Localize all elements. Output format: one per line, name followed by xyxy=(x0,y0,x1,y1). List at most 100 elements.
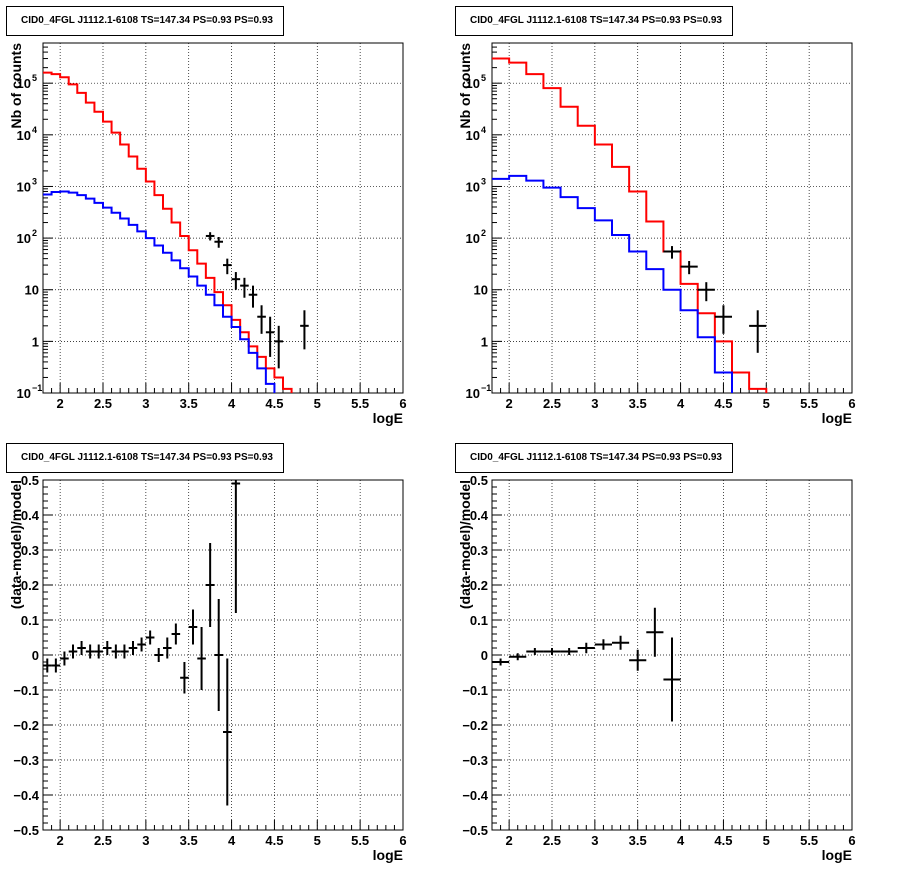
x-tick-label: 4 xyxy=(228,396,236,411)
x-tick-label: 4 xyxy=(677,833,685,848)
x-tick-label: 2.5 xyxy=(94,396,112,411)
panel-title: CID0_4FGL J1112.1-6108 TS=147.34 PS=0.93… xyxy=(6,443,284,473)
y-axis-label: Nb of counts xyxy=(457,43,473,129)
y-tick-label: 0.4 xyxy=(21,508,40,523)
series-step-red xyxy=(43,71,293,393)
panel-title: CID0_4FGL J1112.1-6108 TS=147.34 PS=0.93… xyxy=(455,6,733,36)
y-tick-label-exponent: −1 xyxy=(481,383,491,393)
y-axis-label: (data-model)/model xyxy=(8,480,24,609)
y-axis-label: Nb of counts xyxy=(8,43,24,129)
y-tick-label: 10 xyxy=(466,386,480,401)
y-tick-label: 1 xyxy=(32,334,39,349)
y-tick-label: 0.2 xyxy=(21,578,39,593)
y-tick-label: −0.4 xyxy=(13,788,39,803)
x-axis-label: logE xyxy=(822,410,852,426)
y-tick-label: −0.3 xyxy=(462,753,488,768)
y-tick-label: 0.2 xyxy=(470,578,488,593)
y-tick-label: 10 xyxy=(25,283,39,298)
y-tick-label: 0.5 xyxy=(21,473,39,488)
series-group xyxy=(43,71,309,393)
y-tick-label: 0 xyxy=(481,648,488,663)
y-tick-label: −0.5 xyxy=(462,823,488,838)
y-tick-label: −0.5 xyxy=(13,823,39,838)
x-tick-label: 2 xyxy=(57,833,64,848)
y-tick-label: 10 xyxy=(17,231,31,246)
x-tick-label: 4 xyxy=(677,396,685,411)
panel-residuals-coarse: CID0_4FGL J1112.1-6108 TS=147.34 PS=0.93… xyxy=(449,437,898,875)
y-tick-label: −0.2 xyxy=(462,718,488,733)
x-tick-label: 3.5 xyxy=(629,396,647,411)
y-tick-label: 0.1 xyxy=(470,613,488,628)
y-tick-label: 10 xyxy=(466,76,480,91)
y-tick-label-exponent: 3 xyxy=(481,176,486,186)
x-tick-label: 3 xyxy=(142,396,149,411)
panel-counts-fine: CID0_4FGL J1112.1-6108 TS=147.34 PS=0.93… xyxy=(0,0,449,437)
y-tick-label: −0.1 xyxy=(13,683,39,698)
y-tick-label: 1 xyxy=(481,334,488,349)
x-tick-label: 5 xyxy=(763,833,770,848)
plot-frame xyxy=(42,42,404,394)
x-tick-label: 3.5 xyxy=(180,396,198,411)
x-tick-label: 4.5 xyxy=(714,833,732,848)
series-group xyxy=(492,57,768,393)
y-tick-label: 10 xyxy=(17,128,31,143)
x-tick-label: 3 xyxy=(591,396,598,411)
y-tick-label: −0.4 xyxy=(462,788,488,803)
y-tick-label-exponent: 2 xyxy=(32,228,37,238)
x-axis-label: logE xyxy=(822,847,852,863)
x-tick-label: 6 xyxy=(399,396,406,411)
x-tick-label: 5.5 xyxy=(800,396,818,411)
x-tick-label: 5 xyxy=(314,396,321,411)
plot-frame xyxy=(491,42,853,394)
series-group xyxy=(43,480,241,806)
y-tick-label: −0.2 xyxy=(13,718,39,733)
y-tick-label-exponent: 4 xyxy=(481,125,486,135)
series-group xyxy=(492,607,681,722)
x-tick-label: 5 xyxy=(314,833,321,848)
x-tick-label: 5.5 xyxy=(351,396,369,411)
x-tick-label: 5.5 xyxy=(800,833,818,848)
panel-title: CID0_4FGL J1112.1-6108 TS=147.34 PS=0.93… xyxy=(455,443,733,473)
y-tick-label: 0.3 xyxy=(470,543,488,558)
chart-residuals-coarse: 2 2.5 3 3.5 4 4.5 5 5.5 6 −0.5 −0.4 −0.3 −0.2 −0.1 0 0.… xyxy=(457,473,856,863)
x-tick-label: 3 xyxy=(142,833,149,848)
y-tick-label-exponent: 5 xyxy=(481,73,486,83)
y-tick-label-exponent: 4 xyxy=(32,125,37,135)
y-tick-label: −0.1 xyxy=(462,683,488,698)
y-tick-label-exponent: −1 xyxy=(32,383,42,393)
y-tick-label: 0 xyxy=(32,648,39,663)
y-tick-label-exponent: 2 xyxy=(481,228,486,238)
x-tick-label: 4.5 xyxy=(265,396,283,411)
x-tick-label: 2 xyxy=(506,833,513,848)
x-tick-label: 4 xyxy=(228,833,236,848)
panel-counts-coarse: CID0_4FGL J1112.1-6108 TS=147.34 PS=0.93… xyxy=(449,0,898,437)
series-step-blue xyxy=(492,174,733,393)
x-axis-label: logE xyxy=(373,847,403,863)
x-tick-label: 2.5 xyxy=(94,833,112,848)
y-tick-label: 10 xyxy=(17,386,31,401)
x-tick-label: 2.5 xyxy=(543,396,561,411)
chart-residuals-fine: 2 2.5 3 3.5 4 4.5 5 5.5 6 −0.5 −0.4 −0.3 −0.2 −0.1 0 0.… xyxy=(8,473,407,863)
x-tick-label: 2.5 xyxy=(543,833,561,848)
x-tick-label: 5.5 xyxy=(351,833,369,848)
x-tick-label: 6 xyxy=(848,396,855,411)
y-tick-label-exponent: 3 xyxy=(32,176,37,186)
y-tick-label: 10 xyxy=(474,283,488,298)
series-step-red xyxy=(492,57,768,393)
y-tick-label: 10 xyxy=(466,179,480,194)
y-tick-label: 10 xyxy=(466,231,480,246)
x-tick-label: 2 xyxy=(506,396,513,411)
y-tick-label: 0.1 xyxy=(21,613,39,628)
y-axis-label: (data-model)/model xyxy=(457,480,473,609)
y-tick-label: 0.4 xyxy=(470,508,489,523)
y-tick-label: −0.3 xyxy=(13,753,39,768)
y-tick-label: 0.3 xyxy=(21,543,39,558)
y-tick-label: 10 xyxy=(17,76,31,91)
x-axis-label: logE xyxy=(373,410,403,426)
y-tick-label: 10 xyxy=(466,128,480,143)
x-tick-label: 6 xyxy=(399,833,406,848)
x-tick-label: 3.5 xyxy=(629,833,647,848)
x-tick-label: 6 xyxy=(848,833,855,848)
